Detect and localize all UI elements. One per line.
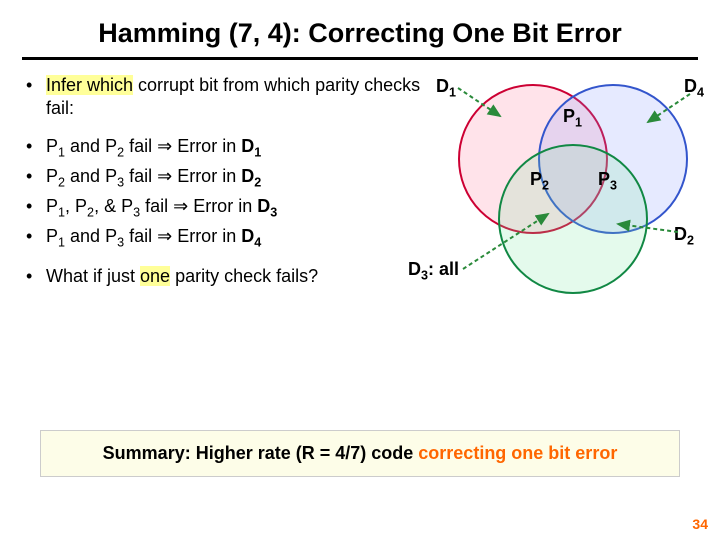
- t: D: [241, 166, 254, 186]
- t: 1: [58, 205, 65, 219]
- t: D: [257, 196, 270, 216]
- t: 4: [697, 86, 704, 100]
- t: P: [46, 226, 58, 246]
- bullet-question: What if just one parity check fails?: [22, 265, 422, 288]
- venn-diagram: D1 D4 D2 D3: all P1 P2 P3: [408, 74, 698, 294]
- t: 2: [58, 175, 65, 189]
- content-area: Infer which corrupt bit from which parit…: [0, 74, 720, 288]
- arrows: [408, 74, 698, 304]
- summary-highlight: correcting one bit error: [418, 443, 617, 463]
- t: P: [46, 166, 58, 186]
- t: 1: [58, 235, 65, 249]
- t: fail ⇒ Error in: [140, 196, 257, 216]
- t: fail ⇒ Error in: [124, 226, 241, 246]
- t: , P: [65, 196, 87, 216]
- bullet-rule-4: P1 and P3 fail ⇒ Error in D4: [22, 225, 422, 251]
- t: P: [46, 196, 58, 216]
- t: , & P: [94, 196, 133, 216]
- t: and P: [65, 166, 117, 186]
- summary-box: Summary: Higher rate (R = 4/7) code corr…: [40, 430, 680, 477]
- slide-title: Hamming (7, 4): Correcting One Bit Error: [0, 0, 720, 57]
- t: and P: [65, 136, 117, 156]
- t: 3: [270, 205, 277, 219]
- t: fail ⇒ Error in: [124, 136, 241, 156]
- t: P: [46, 136, 58, 156]
- highlight-infer: Infer which: [46, 75, 133, 95]
- t: 1: [58, 145, 65, 159]
- t: D: [241, 226, 254, 246]
- t: 2: [254, 175, 261, 189]
- t: and P: [65, 226, 117, 246]
- highlight-one: one: [140, 266, 170, 286]
- bullet-list: Infer which corrupt bit from which parit…: [22, 74, 422, 288]
- t: parity check fails?: [170, 266, 318, 286]
- bullet-rule-1: P1 and P2 fail ⇒ Error in D1: [22, 135, 422, 161]
- title-underline: [22, 57, 698, 60]
- t: D: [241, 136, 254, 156]
- t: What if just: [46, 266, 140, 286]
- t: 4: [254, 235, 261, 249]
- t: 1: [254, 145, 261, 159]
- t: fail ⇒ Error in: [124, 166, 241, 186]
- bullet-infer: Infer which corrupt bit from which parit…: [22, 74, 422, 121]
- t: 2: [87, 205, 94, 219]
- summary-pre: Summary: Higher rate (R = 4/7) code: [103, 443, 419, 463]
- bullet-rule-2: P2 and P3 fail ⇒ Error in D2: [22, 165, 422, 191]
- bullet-rule-3: P1, P2, & P3 fail ⇒ Error in D3: [22, 195, 422, 221]
- page-number: 34: [692, 516, 708, 532]
